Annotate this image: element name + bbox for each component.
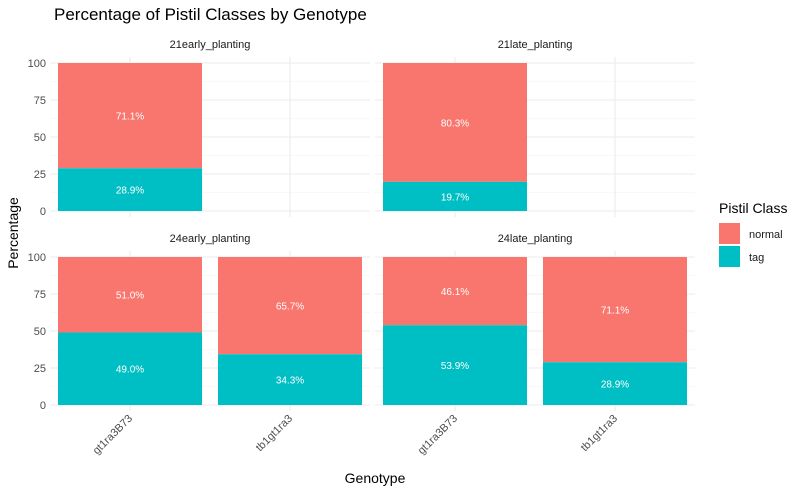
- facet-strip-label: 24early_planting: [170, 233, 251, 245]
- bar-segment-tag: [218, 354, 362, 405]
- legend-key-tag: [719, 246, 740, 267]
- data-label-tag: 53.9%: [441, 361, 469, 372]
- data-label-normal: 65.7%: [276, 302, 304, 313]
- bar-segment-tag: [383, 325, 527, 405]
- legend-key-normal: [719, 223, 740, 244]
- legend: Pistil Class normal tag: [719, 200, 787, 267]
- bar-segment-tag: [543, 362, 687, 405]
- y-tick-label: 75: [34, 289, 46, 301]
- bar-segment-normal: [58, 257, 202, 333]
- facet-strip-label: 24late_planting: [498, 233, 573, 245]
- x-tick-label: gt1ra3B73: [91, 413, 135, 457]
- y-tick-label: 25: [34, 169, 46, 181]
- bar-segment-tag: [383, 181, 527, 211]
- facet-panel: 24late_planting 46.1% 53.9% 71.1% 28.9% gt1ra…: [375, 233, 695, 457]
- data-label-tag: 19.7%: [441, 192, 469, 203]
- y-tick-label: 50: [34, 326, 46, 338]
- x-tick-label: tb1gt1ra3: [254, 413, 295, 454]
- y-tick-label: 75: [34, 95, 46, 107]
- y-tick-label: 100: [28, 252, 46, 264]
- bar-segment-normal: [383, 257, 527, 326]
- data-label-tag: 34.3%: [276, 376, 304, 387]
- facet-panel: 21early_planting 0 25 50 75 100 71.1% 28.9%: [28, 39, 370, 218]
- bar-segment-normal: [543, 257, 687, 363]
- bar-segment-normal: [218, 257, 362, 355]
- chart-title: Percentage of Pistil Classes by Genotype: [54, 5, 367, 24]
- data-label-normal: 80.3%: [441, 118, 469, 129]
- facet-panel: 24early_planting 0 25 50 75 100 51.0% 49.0% 65.7…: [28, 233, 370, 457]
- x-tick-label: tb1gt1ra3: [579, 413, 620, 454]
- data-label-tag: 28.9%: [116, 186, 144, 197]
- data-label-normal: 71.1%: [116, 112, 144, 123]
- facet-strip-label: 21late_planting: [498, 39, 573, 51]
- legend-title: Pistil Class: [719, 200, 787, 216]
- data-label-normal: 71.1%: [601, 306, 629, 317]
- y-axis-title: Percentage: [5, 197, 21, 269]
- y-tick-label: 25: [34, 363, 46, 375]
- bar-segment-normal: [58, 63, 202, 169]
- y-tick-label: 100: [28, 58, 46, 70]
- y-tick-label: 0: [40, 206, 46, 218]
- bar-segment-tag: [58, 168, 202, 211]
- data-label-tag: 28.9%: [601, 380, 629, 391]
- data-label-tag: 49.0%: [116, 365, 144, 376]
- legend-label-normal: normal: [749, 229, 783, 241]
- bar-segment-normal: [383, 63, 527, 182]
- facet-panel: 21late_planting 80.3% 19.7%: [375, 39, 695, 217]
- y-tick-label: 50: [34, 132, 46, 144]
- x-tick-label: gt1ra3B73: [416, 413, 460, 457]
- x-axis-title: Genotype: [345, 470, 406, 486]
- y-tick-label: 0: [40, 400, 46, 412]
- facet-panels: 21early_planting 0 25 50 75 100 71.1% 28.9% 21la…: [28, 39, 695, 457]
- data-label-normal: 46.1%: [441, 287, 469, 298]
- facet-strip-label: 21early_planting: [170, 39, 251, 51]
- legend-label-tag: tag: [749, 252, 764, 264]
- data-label-normal: 51.0%: [116, 291, 144, 302]
- bar-segment-tag: [58, 332, 202, 405]
